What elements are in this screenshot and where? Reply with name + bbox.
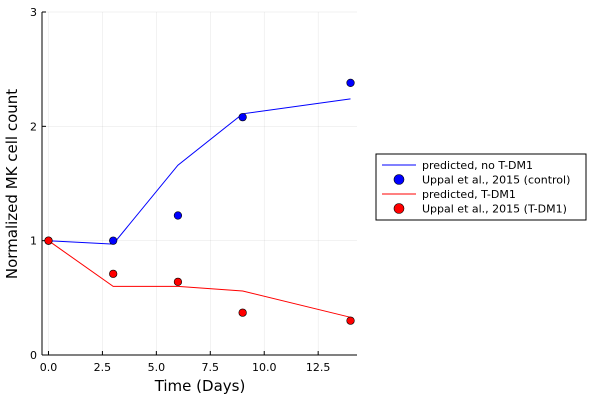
legend: predicted, no T-DM1 Uppal et al., 2015 (c… xyxy=(375,153,587,221)
data-point xyxy=(346,316,355,325)
y-tick-label: 0 xyxy=(30,349,37,362)
data-point xyxy=(173,277,183,286)
x-tick-label: 10.0 xyxy=(252,361,277,374)
data-point xyxy=(238,113,247,122)
data-point xyxy=(346,78,355,87)
series-line xyxy=(48,240,351,318)
series-line xyxy=(48,98,351,245)
x-tick-label: 12.5 xyxy=(306,361,331,374)
y-tick-label: 2 xyxy=(30,120,37,133)
data-point xyxy=(173,211,183,220)
data-point xyxy=(44,236,53,245)
y-axis-title: Normalized MK cell count xyxy=(3,89,21,279)
legend-label: predicted, T-DM1 xyxy=(422,188,516,201)
y-tick-label: 1 xyxy=(30,235,37,248)
data-point xyxy=(109,269,118,278)
data-point xyxy=(238,308,247,317)
legend-label: Uppal et al., 2015 (T-DM1) xyxy=(422,203,567,216)
x-tick-label: 2.5 xyxy=(94,361,112,374)
legend-label: Uppal et al., 2015 (control) xyxy=(422,174,570,187)
legend-marker-swatch xyxy=(393,203,405,214)
x-axis-title: Time (Days) xyxy=(154,377,246,395)
x-tick-label: 5.0 xyxy=(148,361,166,374)
x-tick-label: 0.0 xyxy=(40,361,58,374)
series xyxy=(44,78,355,325)
axes xyxy=(41,12,357,356)
x-tick-label: 7.5 xyxy=(202,361,220,374)
legend-label: predicted, no T-DM1 xyxy=(422,159,533,172)
x-ticks: 0.0 2.5 5.0 7.5 10.0 12.5 xyxy=(40,351,331,374)
data-point xyxy=(109,236,118,245)
y-tick-label: 3 xyxy=(30,6,37,19)
legend-marker-swatch xyxy=(393,174,405,185)
